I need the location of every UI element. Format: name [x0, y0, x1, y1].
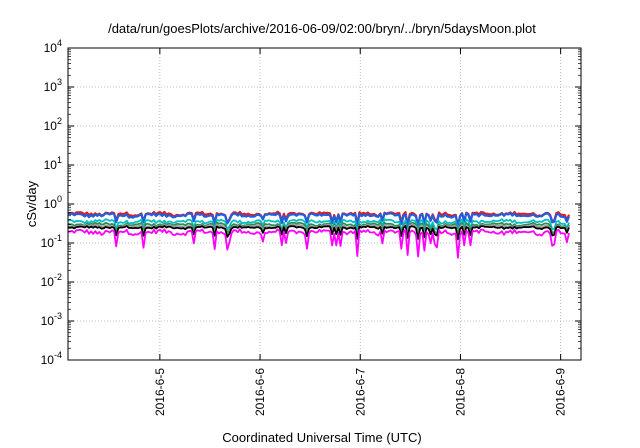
y-tick-label: 10-2	[41, 272, 62, 289]
plot-frame	[67, 47, 582, 361]
series-line	[68, 212, 571, 229]
y-tick-label: 10-3	[41, 311, 62, 328]
y-tick-label: 10-4	[41, 350, 62, 367]
series-line	[67, 221, 570, 238]
series-line	[67, 228, 570, 259]
chart-title: /data/run/goesPlots/archive/2016-06-09/0…	[108, 21, 536, 36]
y-axis-label: cSv/day	[24, 180, 39, 227]
x-tick-label: 2016-6-5	[153, 368, 167, 416]
y-tick-label: 104	[44, 38, 62, 55]
x-axis: 2016-6-5 2016-6-6 2016-6-7 2016-6-8 2016-6-9	[153, 48, 568, 416]
x-tick-label: 2016-6-8	[453, 368, 467, 416]
x-tick-label: 2016-6-7	[353, 368, 367, 416]
series-line	[68, 225, 570, 241]
y-tick-label: 102	[44, 116, 62, 133]
y-tick-label: 103	[44, 77, 62, 94]
x-axis-label: Coordinated Universal Time (UTC)	[222, 430, 421, 445]
series-line	[67, 218, 570, 235]
y-axis: 10-4 10-3 10-2 10-1 100 101 102 103 104	[41, 38, 581, 367]
grid	[68, 48, 581, 360]
y-tick-label: 101	[44, 155, 62, 172]
y-tick-label: 10-1	[41, 233, 62, 250]
series-group	[67, 210, 571, 259]
y-tick-label: 100	[44, 194, 62, 211]
x-tick-label: 2016-6-6	[253, 368, 267, 416]
x-tick-label: 2016-6-9	[554, 368, 568, 416]
